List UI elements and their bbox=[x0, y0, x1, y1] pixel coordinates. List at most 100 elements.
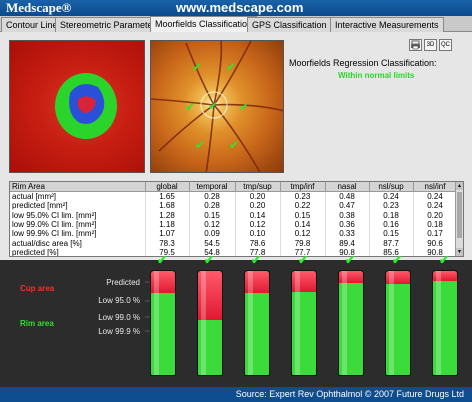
bar-highlight bbox=[248, 271, 253, 375]
scroll-up-icon[interactable]: ▲ bbox=[456, 182, 463, 190]
table-cell: 0.12 bbox=[235, 219, 281, 230]
table-cell: 0.24 bbox=[369, 191, 414, 201]
print-button[interactable] bbox=[409, 39, 422, 51]
fundus-check-nasal: ✔ bbox=[239, 100, 249, 114]
table-cell: 0.47 bbox=[325, 201, 370, 211]
3d-view-button[interactable]: 3D bbox=[424, 39, 437, 51]
table-cell: 77.7 bbox=[280, 247, 326, 256]
row-label: predicted [mm²] bbox=[10, 201, 146, 211]
table-cell: 0.28 bbox=[189, 201, 236, 211]
fundus-check-nsl-sup: ✔ bbox=[226, 60, 236, 74]
table-row: predicted [mm²] 1.68 0.28 0.20 0.22 0.47 0.23 0… bbox=[10, 201, 458, 211]
bar-check-icon: ✔ bbox=[298, 253, 309, 267]
column-header[interactable]: Rim Area bbox=[10, 182, 146, 192]
table-cell: 0.20 bbox=[235, 201, 281, 211]
tab-stereometric-parameters[interactable]: Stereometric Parameters bbox=[55, 17, 166, 32]
site-url[interactable]: www.medscape.com bbox=[176, 0, 304, 15]
print-icon bbox=[411, 40, 420, 50]
cup-center-region bbox=[77, 96, 96, 113]
table-scrollbar[interactable]: ▲ ▼ bbox=[455, 182, 463, 256]
column-header[interactable]: nsl/inf bbox=[413, 182, 458, 192]
table-row: actual/disc area [%] 78.3 54.5 78.6 79.8 89.4… bbox=[10, 238, 458, 248]
table-cell: 0.12 bbox=[189, 219, 236, 230]
site-banner: Medscape® www.medscape.com bbox=[0, 0, 472, 16]
table-row: low 99.9% CI lim. [mm²] 1.07 0.09 0.10 0.12 0… bbox=[10, 229, 458, 239]
rim-bar bbox=[385, 270, 411, 376]
table-cell: 0.36 bbox=[325, 219, 370, 230]
classification-result: Within normal limits bbox=[338, 71, 415, 80]
table-cell: 77.8 bbox=[235, 247, 281, 256]
rim-area-legend: Rim area bbox=[20, 319, 54, 328]
level-label-low-99-9: Low 99.9 % bbox=[98, 327, 140, 336]
table-cell: 0.14 bbox=[280, 219, 326, 230]
column-header[interactable]: nasal bbox=[325, 182, 370, 192]
tab-contour-line[interactable]: Contour Line bbox=[1, 17, 63, 32]
bar-check-icon: ✔ bbox=[345, 253, 356, 267]
table-cell: 0.33 bbox=[325, 229, 370, 239]
table-cell: 79.8 bbox=[280, 238, 326, 248]
table-cell: 78.3 bbox=[145, 238, 190, 248]
table-cell: 0.12 bbox=[280, 229, 326, 239]
table-cell: 85.6 bbox=[369, 247, 414, 256]
bar-check-icon: ✔ bbox=[439, 253, 450, 267]
bar-highlight bbox=[154, 271, 159, 375]
table-cell: 78.6 bbox=[235, 238, 281, 248]
bar-check-icon: ✔ bbox=[204, 253, 215, 267]
scrollbar-thumb[interactable] bbox=[457, 192, 462, 238]
table-cell: 1.68 bbox=[145, 201, 190, 211]
row-label: low 95.0% CI lim. [mm²] bbox=[10, 210, 146, 220]
tab-gps-classification[interactable]: GPS Classification bbox=[247, 17, 332, 32]
rim-bar bbox=[338, 270, 364, 376]
table-cell: 0.23 bbox=[280, 191, 326, 201]
table-cell: 0.10 bbox=[235, 229, 281, 239]
table-cell: 0.38 bbox=[325, 210, 370, 220]
medscape-logo: Medscape® bbox=[6, 0, 72, 15]
fundus-check-global: ✔ bbox=[208, 99, 218, 113]
cup-segment bbox=[292, 271, 316, 292]
cup-segment bbox=[386, 271, 410, 284]
fundus-check-nsl-inf: ✔ bbox=[229, 138, 239, 152]
topography-overlay bbox=[55, 73, 117, 139]
column-header[interactable]: global bbox=[145, 182, 190, 192]
table-cell: 0.15 bbox=[280, 210, 326, 220]
table-cell: 0.16 bbox=[369, 219, 414, 230]
table-cell: 0.09 bbox=[189, 229, 236, 239]
table-cell: 0.48 bbox=[325, 191, 370, 201]
bar-check-icon: ✔ bbox=[251, 253, 262, 267]
bar-highlight bbox=[436, 271, 441, 375]
table-cell: 87.7 bbox=[369, 238, 414, 248]
rim-bar bbox=[150, 270, 176, 376]
row-label: predicted [%] bbox=[10, 247, 146, 256]
quality-control-button[interactable]: QC bbox=[439, 39, 452, 51]
table-cell: 0.24 bbox=[413, 191, 458, 201]
topography-image bbox=[9, 40, 145, 173]
table-header-row: Rim Area global temporal tmp/sup tmp/inf… bbox=[10, 182, 458, 192]
fundus-vessels: ✔ ✔ ✔ ✔ ✔ ✔ ✔ bbox=[151, 41, 283, 172]
tab-moorfields-classification[interactable]: Moorfields Classification bbox=[150, 16, 258, 32]
table-cell: 0.20 bbox=[413, 210, 458, 220]
tab-interactive-measurements[interactable]: Interactive Measurements bbox=[330, 17, 444, 32]
table-cell: 1.65 bbox=[145, 191, 190, 201]
column-header[interactable]: tmp/sup bbox=[235, 182, 281, 192]
column-header[interactable]: temporal bbox=[189, 182, 236, 192]
table-cell: 0.28 bbox=[189, 191, 236, 201]
bar-highlight bbox=[342, 271, 347, 375]
table-cell: 89.4 bbox=[325, 238, 370, 248]
table-cell: 1.18 bbox=[145, 219, 190, 230]
rim-bar bbox=[291, 270, 317, 376]
column-header[interactable]: nsl/sup bbox=[369, 182, 414, 192]
scroll-down-icon[interactable]: ▼ bbox=[456, 248, 463, 256]
cup-segment bbox=[151, 271, 175, 293]
bar-check-icon: ✔ bbox=[392, 253, 403, 267]
table-cell: 54.8 bbox=[189, 247, 236, 256]
table-cell: 0.20 bbox=[235, 191, 281, 201]
table-cell: 0.15 bbox=[369, 229, 414, 239]
table-cell: 0.22 bbox=[280, 201, 326, 211]
fundus-check-tmp-inf: ✔ bbox=[195, 138, 205, 152]
fundus-check-tmp-sup: ✔ bbox=[192, 60, 202, 74]
bar-highlight bbox=[389, 271, 394, 375]
table-row: actual [mm²] 1.65 0.28 0.20 0.23 0.48 0.24 0.24 bbox=[10, 191, 458, 201]
rim-bar bbox=[197, 270, 223, 376]
column-header[interactable]: tmp/inf bbox=[280, 182, 326, 192]
row-label: actual [mm²] bbox=[10, 191, 146, 201]
